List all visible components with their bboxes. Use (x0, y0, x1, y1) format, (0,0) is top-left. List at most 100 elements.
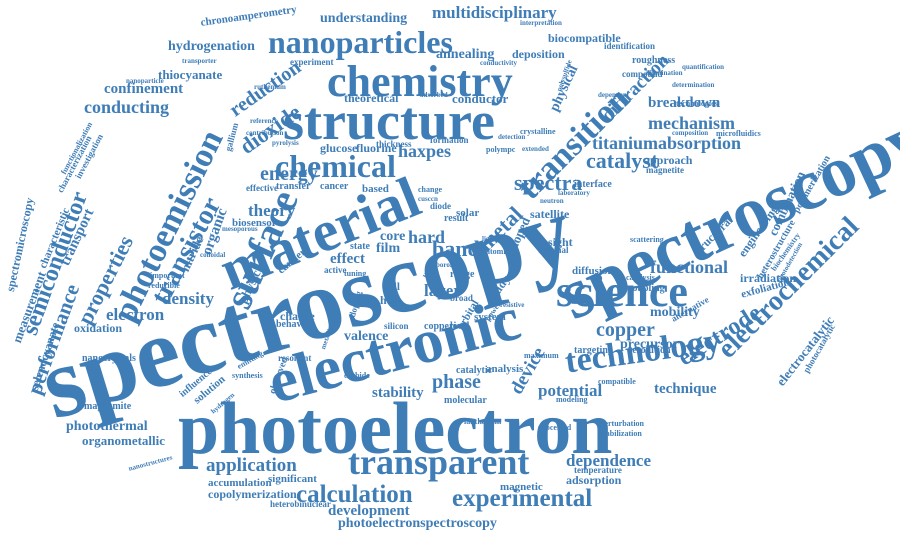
word-nanocrystals: nanocrystals (82, 353, 136, 364)
word-chemistry: chemistry (327, 57, 513, 106)
word-extended: extended (522, 145, 549, 153)
word-behavior: behavior (276, 319, 314, 330)
word-adsorbed: adsorbed (420, 91, 448, 99)
word-result: result (444, 213, 469, 224)
word-temperature: temperature (574, 465, 622, 475)
word-electron: electron (106, 305, 165, 324)
word-detection: detection (498, 133, 526, 141)
word-mechanism: mechanism (648, 113, 735, 133)
word-active: active (324, 265, 347, 275)
word-structure: structure (283, 91, 495, 151)
word-photoelectronspectroscopy: photoelectronspectroscopy (338, 516, 497, 531)
word-targeting: targeting (574, 345, 613, 356)
word-silicon: silicon (384, 321, 409, 331)
word-copperi: copperi (424, 321, 457, 332)
word-approach: approach (644, 153, 693, 167)
word-lanthanum: lanthanum (464, 417, 502, 426)
word-film: film (376, 241, 401, 256)
word-charge: charge (280, 309, 315, 323)
word-resonant: resonant (278, 353, 312, 363)
word-illumination: illumination (646, 69, 683, 77)
word-nanostructures: nanostructures (127, 453, 174, 473)
word-confinement: confinement (104, 81, 184, 97)
word-transfer: transfer (276, 181, 311, 192)
word-boron: boron (436, 261, 454, 269)
word-deposition: deposition (512, 47, 565, 61)
word-perturbation: perturbation (600, 419, 644, 428)
word-carbide: carbide (344, 371, 370, 380)
word-thermal: thermal (538, 245, 569, 255)
word-multidisciplinary: multidisciplinary (432, 3, 557, 22)
word-cancer: cancer (320, 181, 349, 192)
word-catalysis: catalysis (626, 273, 655, 282)
word-effective: effective (246, 183, 278, 193)
word-stability: stability (372, 385, 424, 401)
word-titaniumabsorption: titaniumabsorption (592, 133, 742, 153)
word-quantification: quantification (682, 63, 725, 71)
word-layer: layer (424, 281, 461, 300)
word-biosensor: biosensor (232, 217, 277, 229)
word-significant: significant (268, 473, 317, 485)
word-tuning: tuning (344, 269, 367, 278)
word-core: core (380, 229, 406, 244)
word-fluorine: fluorine (356, 141, 397, 155)
word-analysis: analysis (486, 363, 524, 375)
word-pyrolysis: pyrolysis (272, 139, 299, 147)
word-application: application (206, 455, 297, 476)
word-solar: solar (456, 207, 480, 219)
word-annealing: annealing (436, 47, 495, 62)
word-compatible: compatible (598, 377, 636, 386)
word-photothermal: photothermal (66, 419, 148, 434)
word-mesoporous: mesoporous (222, 225, 258, 233)
word-transparent: transparent (348, 442, 530, 482)
word-technologies: technologies (676, 99, 718, 108)
word-compound: compound (622, 69, 663, 79)
word-ruthenium: ruthenium (254, 83, 286, 91)
word-ligand: ligand (482, 235, 501, 243)
word-accumulation: accumulation (208, 477, 272, 489)
word-irradiation: irradiation (740, 271, 796, 285)
word-cusccn: cusccn (418, 195, 438, 203)
word-potential: potential (538, 381, 603, 400)
word-colloidal: colloidal (200, 251, 226, 259)
word-scattering: scattering (630, 235, 664, 244)
word-polympc: polympc (486, 145, 516, 154)
word-transporter: transporter (182, 57, 217, 65)
word-valence: valence (344, 329, 389, 344)
word-heterobinuclear: heterobinuclear (270, 499, 331, 509)
word-microfluidics: microfluidics (716, 129, 761, 138)
word-broad: broad (450, 293, 473, 303)
word-laboratory: laboratory (558, 189, 590, 197)
word-conductor: conductor (452, 91, 509, 106)
word-density: density (162, 289, 214, 308)
word-conductivity: conductivity (480, 59, 517, 67)
word-hydrogenation: hydrogenation (168, 39, 255, 54)
word-oxidation: oxidation (74, 321, 123, 335)
word-based: based (362, 183, 389, 195)
word-chemical: chemical (275, 148, 396, 184)
word-reference: reference (250, 117, 278, 125)
word-diode: diode (430, 201, 452, 211)
word-dependence: dependence (566, 451, 651, 470)
word-effect: effect (330, 251, 365, 267)
word-phase: phase (432, 371, 481, 393)
word-science: science (556, 267, 688, 316)
word-breakdown: breakdown (648, 95, 721, 111)
word-diffusion: diffusion (572, 265, 614, 277)
word-nanoparticles: nanoparticles (268, 24, 453, 60)
word-hard: hard (408, 227, 446, 247)
word-synthesis: synthesis (232, 371, 263, 380)
word-hole: hole (380, 293, 402, 307)
word-determination: determination (672, 81, 715, 89)
word-precursor: precursor (620, 337, 679, 352)
word-system: system (474, 311, 506, 323)
word-insight: insight (538, 235, 573, 249)
word-reducible: reducible (148, 281, 180, 290)
word-formation: formation (430, 135, 469, 145)
word-catalytic: catalytic (456, 365, 493, 376)
word-dependent: dependent (598, 91, 630, 99)
word-copper: copper (596, 319, 655, 341)
word-experiment: experiment (290, 57, 334, 67)
word-technique: technique (654, 381, 717, 397)
word-maghemite: maghemite (84, 401, 132, 412)
